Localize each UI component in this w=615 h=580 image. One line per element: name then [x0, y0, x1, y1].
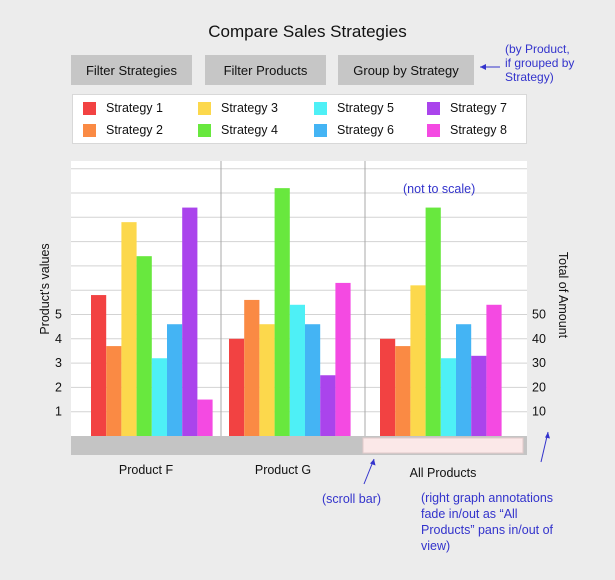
right-tick-label: 40 [532, 332, 546, 346]
bar-4-product-g [274, 188, 290, 436]
legend-swatch [427, 123, 440, 137]
scroll-bar-note: (scroll bar) [322, 492, 382, 506]
legend-swatch [314, 123, 327, 137]
right-annotations-note: (right graph annotations fade in/out as … [421, 491, 554, 553]
group-note-arrowhead [480, 64, 486, 70]
category-label: All Products [410, 466, 477, 480]
right-axis-label: Total of Amount [556, 251, 570, 339]
bar-8-all-products [486, 304, 502, 436]
bar-2-product-g [244, 299, 260, 436]
not-to-scale-note: (not to scale) [403, 182, 476, 196]
legend-swatch [198, 123, 211, 137]
category-label: Product F [119, 463, 174, 477]
legend-label: Strategy 1 [106, 101, 163, 115]
right-tick-label: 10 [532, 405, 546, 419]
bar-6-product-f [167, 324, 183, 436]
bar-5-product-g [289, 304, 305, 436]
page-title: Compare Sales Strategies [208, 22, 407, 41]
legend-item-1: Strategy 1 [83, 101, 163, 115]
legend-item-6: Strategy 6 [314, 123, 394, 137]
bar-3-all-products [410, 285, 426, 436]
right-note-arrowhead [545, 432, 550, 439]
bar-4-product-f [136, 256, 152, 436]
legend-item-5: Strategy 5 [314, 101, 394, 115]
legend-item-7: Strategy 7 [427, 101, 507, 115]
legend-label: Strategy 6 [337, 123, 394, 137]
bar-7-all-products [471, 355, 487, 436]
bar-8-product-f [197, 399, 213, 436]
left-tick-label: 4 [55, 332, 62, 346]
legend-label: Strategy 3 [221, 101, 278, 115]
legend-swatch [83, 123, 96, 137]
bar-6-product-g [305, 324, 321, 436]
legend-label: Strategy 2 [106, 123, 163, 137]
bar-3-product-g [259, 324, 275, 436]
left-tick-label: 1 [55, 405, 62, 419]
category-label: Product G [255, 463, 311, 477]
bar-4-all-products [425, 207, 441, 436]
bar-7-product-f [182, 207, 198, 436]
bar-8-product-g [335, 282, 351, 436]
bar-7-product-g [320, 375, 336, 436]
bar-6-all-products [456, 324, 472, 436]
right-tick-label: 30 [532, 356, 546, 370]
scroll-thumb[interactable] [362, 437, 524, 454]
left-tick-label: 3 [55, 356, 62, 370]
legend-label: Strategy 7 [450, 101, 507, 115]
bar-1-product-g [229, 338, 245, 436]
group-note: (by Product, if grouped by Strategy) [505, 42, 575, 84]
scroll-note-arrowhead [370, 459, 376, 466]
bar-5-product-f [151, 358, 167, 436]
left-axis-label: Product's values [38, 243, 52, 335]
bar-5-all-products [440, 358, 456, 436]
right-tick-label: 20 [532, 380, 546, 394]
bar-2-product-f [106, 346, 122, 436]
legend-item-2: Strategy 2 [83, 123, 163, 137]
group-by-strategy-button[interactable]: Group by Strategy [338, 55, 474, 85]
bar-2-all-products [395, 346, 411, 436]
legend-swatch [314, 101, 327, 115]
left-tick-label: 2 [55, 380, 62, 394]
legend-label: Strategy 8 [450, 123, 507, 137]
legend-item-3: Strategy 3 [198, 101, 278, 115]
legend-label: Strategy 4 [221, 123, 278, 137]
bar-3-product-f [121, 222, 137, 436]
bar-1-all-products [380, 338, 396, 436]
left-tick-label: 5 [55, 308, 62, 322]
legend-swatch [427, 101, 440, 115]
legend-item-4: Strategy 4 [198, 123, 278, 137]
bar-1-product-f [91, 295, 107, 436]
legend-label: Strategy 5 [337, 101, 394, 115]
legend-item-8: Strategy 8 [427, 123, 507, 137]
right-tick-label: 50 [532, 308, 546, 322]
legend-swatch [198, 101, 211, 115]
legend: Strategy 1 Strategy 2 Strategy 3 Strategy 4… [72, 94, 527, 144]
filter-strategies-button[interactable]: Filter Strategies [71, 55, 192, 85]
filter-products-button[interactable]: Filter Products [205, 55, 326, 85]
legend-swatch [83, 101, 96, 115]
